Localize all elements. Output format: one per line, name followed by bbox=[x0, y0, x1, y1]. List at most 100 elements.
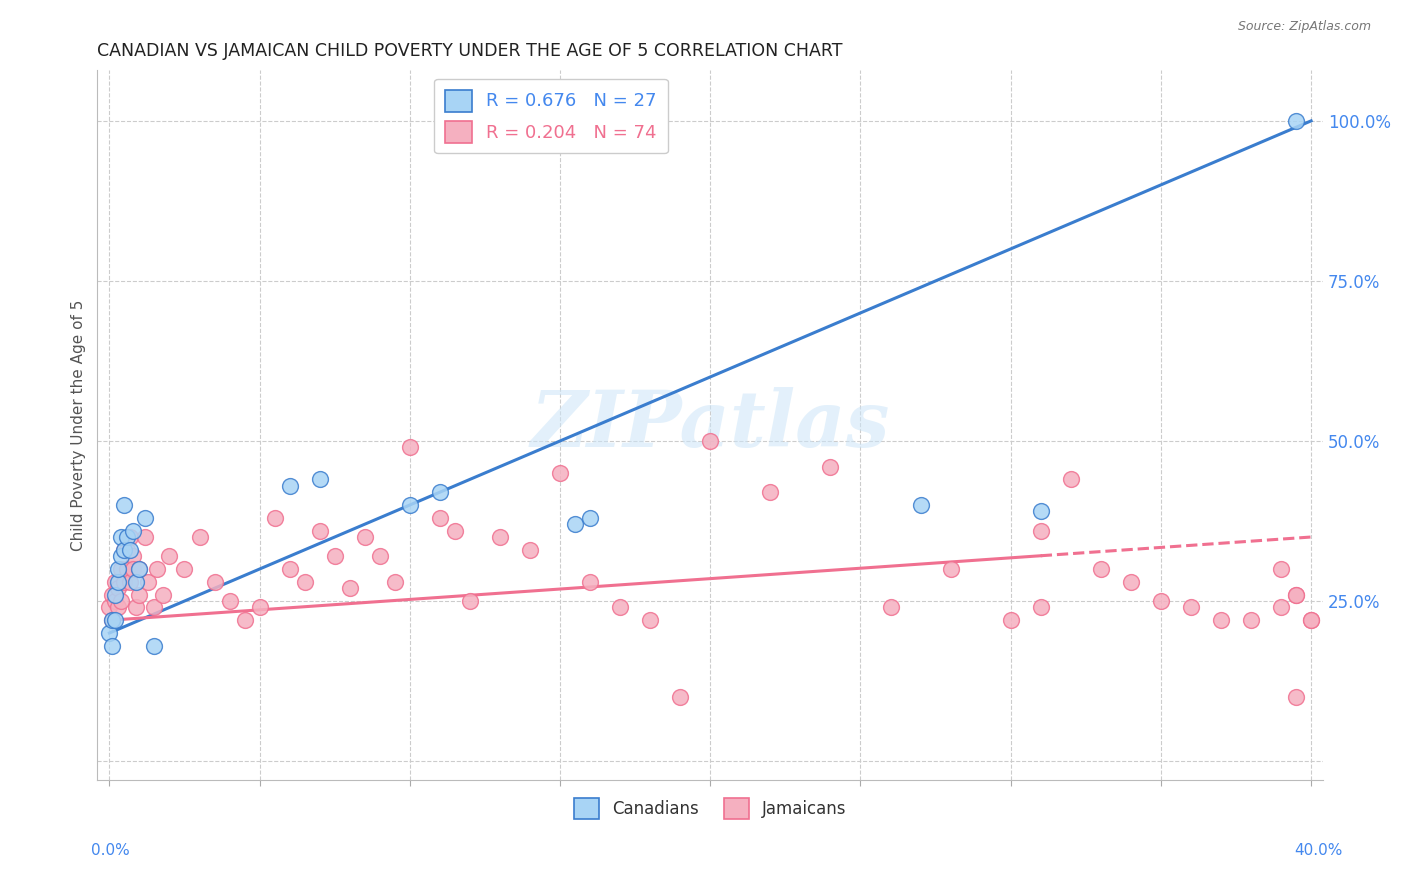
Point bbox=[429, 511, 451, 525]
Point bbox=[107, 574, 129, 589]
Point bbox=[117, 530, 139, 544]
Point bbox=[204, 574, 226, 589]
Point bbox=[1029, 600, 1052, 615]
Point bbox=[609, 600, 631, 615]
Point bbox=[125, 574, 148, 589]
Point bbox=[1029, 504, 1052, 518]
Point bbox=[101, 639, 124, 653]
Point bbox=[128, 588, 150, 602]
Point bbox=[233, 613, 256, 627]
Point bbox=[1029, 524, 1052, 538]
Point bbox=[104, 613, 127, 627]
Point bbox=[98, 626, 121, 640]
Point bbox=[101, 613, 124, 627]
Point bbox=[294, 574, 316, 589]
Point bbox=[98, 600, 121, 615]
Point bbox=[117, 542, 139, 557]
Point bbox=[138, 574, 160, 589]
Point bbox=[104, 574, 127, 589]
Text: 40.0%: 40.0% bbox=[1295, 843, 1343, 857]
Point bbox=[110, 549, 132, 564]
Point bbox=[458, 594, 481, 608]
Point bbox=[308, 524, 330, 538]
Point bbox=[104, 588, 127, 602]
Point bbox=[278, 562, 301, 576]
Point bbox=[564, 517, 586, 532]
Point bbox=[110, 530, 132, 544]
Point bbox=[128, 562, 150, 576]
Point bbox=[1270, 562, 1292, 576]
Point bbox=[112, 542, 135, 557]
Point bbox=[398, 441, 420, 455]
Point bbox=[820, 459, 842, 474]
Point bbox=[188, 530, 211, 544]
Point bbox=[1240, 613, 1263, 627]
Text: 0.0%: 0.0% bbox=[91, 843, 131, 857]
Point bbox=[278, 479, 301, 493]
Point bbox=[107, 562, 129, 576]
Point bbox=[669, 690, 692, 704]
Point bbox=[489, 530, 512, 544]
Point bbox=[152, 588, 174, 602]
Point bbox=[1090, 562, 1112, 576]
Point bbox=[1285, 588, 1308, 602]
Point bbox=[368, 549, 391, 564]
Point bbox=[939, 562, 962, 576]
Point bbox=[120, 542, 142, 557]
Point bbox=[143, 600, 166, 615]
Point bbox=[143, 639, 166, 653]
Point bbox=[1285, 588, 1308, 602]
Point bbox=[1000, 613, 1022, 627]
Point bbox=[112, 574, 135, 589]
Point bbox=[353, 530, 375, 544]
Point bbox=[879, 600, 901, 615]
Point bbox=[134, 530, 156, 544]
Point bbox=[101, 613, 124, 627]
Point bbox=[249, 600, 271, 615]
Point bbox=[159, 549, 181, 564]
Point bbox=[107, 581, 129, 595]
Point bbox=[579, 574, 602, 589]
Point bbox=[910, 498, 932, 512]
Point bbox=[429, 485, 451, 500]
Point bbox=[120, 574, 142, 589]
Point bbox=[110, 562, 132, 576]
Point bbox=[699, 434, 721, 448]
Point bbox=[638, 613, 661, 627]
Point bbox=[263, 511, 285, 525]
Point bbox=[1270, 600, 1292, 615]
Point bbox=[1180, 600, 1202, 615]
Point bbox=[1119, 574, 1142, 589]
Point bbox=[1301, 613, 1323, 627]
Point bbox=[110, 594, 132, 608]
Point bbox=[173, 562, 195, 576]
Point bbox=[104, 594, 127, 608]
Point bbox=[128, 562, 150, 576]
Point bbox=[125, 600, 148, 615]
Point bbox=[1285, 114, 1308, 128]
Text: CANADIAN VS JAMAICAN CHILD POVERTY UNDER THE AGE OF 5 CORRELATION CHART: CANADIAN VS JAMAICAN CHILD POVERTY UNDER… bbox=[97, 42, 842, 60]
Point bbox=[218, 594, 240, 608]
Point bbox=[519, 542, 541, 557]
Point bbox=[308, 472, 330, 486]
Point bbox=[579, 511, 602, 525]
Point bbox=[444, 524, 467, 538]
Point bbox=[122, 524, 145, 538]
Point bbox=[1301, 613, 1323, 627]
Point bbox=[101, 588, 124, 602]
Point bbox=[146, 562, 169, 576]
Point bbox=[120, 530, 142, 544]
Point bbox=[117, 562, 139, 576]
Point bbox=[339, 581, 361, 595]
Text: ZIPatlas: ZIPatlas bbox=[530, 387, 890, 463]
Point bbox=[1285, 690, 1308, 704]
Point bbox=[122, 549, 145, 564]
Point bbox=[1060, 472, 1083, 486]
Point bbox=[398, 498, 420, 512]
Point bbox=[1150, 594, 1173, 608]
Point bbox=[384, 574, 406, 589]
Point bbox=[323, 549, 346, 564]
Point bbox=[548, 466, 571, 480]
Point bbox=[1209, 613, 1232, 627]
Point bbox=[759, 485, 782, 500]
